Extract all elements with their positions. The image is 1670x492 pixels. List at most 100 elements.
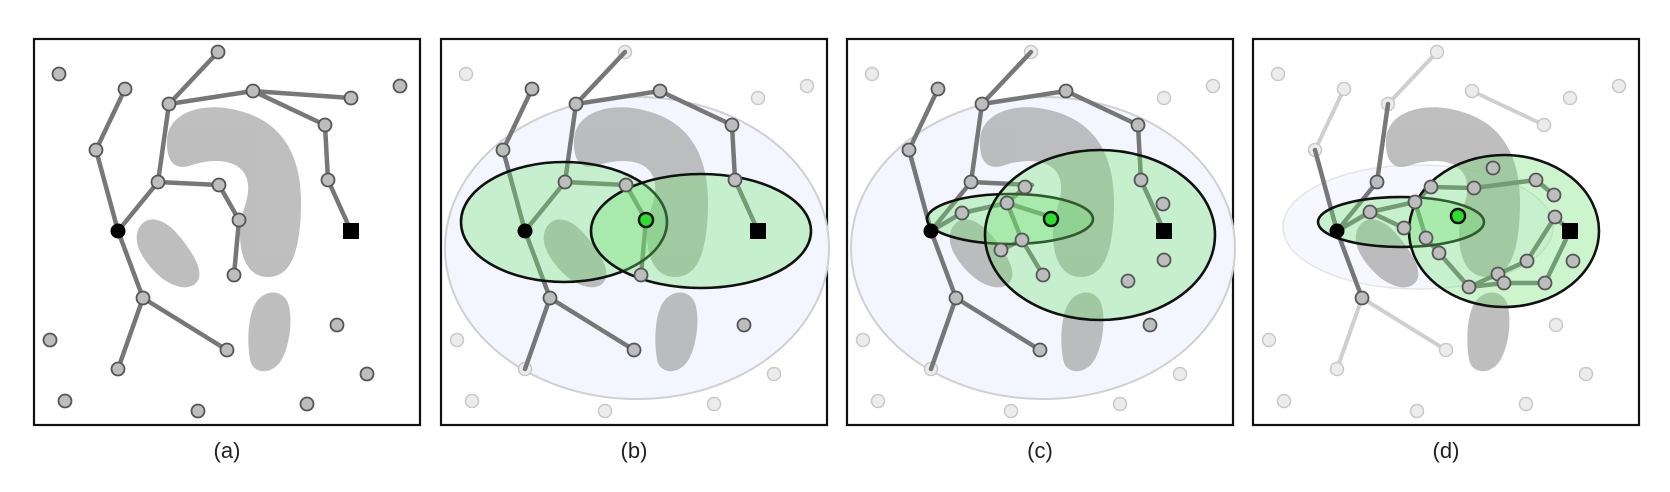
start-node-icon bbox=[517, 223, 533, 239]
node bbox=[150, 174, 166, 190]
node bbox=[1354, 290, 1370, 306]
node bbox=[245, 83, 261, 99]
node bbox=[999, 195, 1015, 211]
node bbox=[1565, 253, 1581, 269]
node bbox=[51, 66, 67, 82]
node bbox=[161, 96, 177, 112]
node bbox=[1362, 204, 1378, 220]
roadmap-nodes bbox=[901, 81, 1172, 358]
node bbox=[870, 393, 886, 409]
start-node-icon bbox=[923, 223, 939, 239]
node bbox=[1205, 78, 1221, 94]
node bbox=[727, 172, 743, 188]
node bbox=[1528, 172, 1544, 188]
node bbox=[1156, 90, 1172, 106]
node bbox=[1133, 172, 1149, 188]
node bbox=[458, 66, 474, 82]
node bbox=[1537, 275, 1553, 291]
node bbox=[864, 66, 880, 82]
node bbox=[1546, 187, 1562, 203]
node bbox=[1270, 66, 1286, 82]
node bbox=[317, 117, 333, 133]
roadmap-edges bbox=[500, 49, 761, 372]
node bbox=[1418, 230, 1434, 246]
roadmap-nodes bbox=[1354, 160, 1581, 306]
node bbox=[1156, 252, 1172, 268]
node bbox=[1518, 396, 1534, 412]
node bbox=[1155, 196, 1171, 212]
subproblem-ellipse-start bbox=[459, 160, 669, 284]
node bbox=[299, 396, 315, 412]
node bbox=[1017, 179, 1033, 195]
roadmap-nodes bbox=[495, 81, 752, 358]
node bbox=[1409, 403, 1425, 419]
node bbox=[1032, 342, 1048, 358]
node bbox=[568, 96, 584, 112]
node bbox=[724, 117, 740, 133]
panel-a bbox=[32, 37, 422, 427]
node bbox=[542, 290, 558, 306]
goal-node-icon bbox=[343, 223, 359, 239]
start-node-icon bbox=[1329, 223, 1345, 239]
node bbox=[1396, 220, 1412, 236]
roadmap-nodes bbox=[42, 44, 408, 419]
caption-a: (a) bbox=[214, 438, 241, 463]
caption-b: (b) bbox=[621, 438, 648, 463]
pale-nodes bbox=[449, 44, 815, 419]
goal-node-icon bbox=[750, 223, 766, 239]
goal-node-icon bbox=[1562, 223, 1578, 239]
pale-edges bbox=[1313, 50, 1546, 371]
node bbox=[343, 90, 359, 106]
node bbox=[1611, 78, 1627, 94]
node bbox=[1431, 245, 1447, 261]
node bbox=[750, 90, 766, 106]
node bbox=[1336, 81, 1352, 97]
subproblem-ellipse-start bbox=[925, 192, 1095, 246]
node bbox=[1438, 342, 1454, 358]
node bbox=[948, 290, 964, 306]
panel-b bbox=[439, 37, 830, 427]
node bbox=[1429, 44, 1445, 60]
node bbox=[557, 174, 573, 190]
midpoint-icon bbox=[1449, 207, 1467, 225]
caption-c: (c) bbox=[1027, 438, 1053, 463]
midpoint-icon bbox=[1042, 210, 1060, 228]
node bbox=[1058, 83, 1074, 99]
panel-d bbox=[1251, 37, 1641, 427]
node bbox=[1496, 275, 1512, 291]
node bbox=[495, 142, 511, 158]
node bbox=[1461, 279, 1477, 295]
node bbox=[993, 242, 1009, 258]
node bbox=[1407, 194, 1423, 210]
subproblem-ellipse-goal bbox=[589, 172, 813, 290]
goal-node-icon bbox=[1156, 223, 1172, 239]
node bbox=[1120, 273, 1136, 289]
node bbox=[210, 44, 226, 60]
node bbox=[1130, 117, 1146, 133]
node bbox=[88, 142, 104, 158]
node bbox=[1547, 209, 1563, 225]
node bbox=[449, 332, 465, 348]
roadmap-edges bbox=[93, 49, 354, 372]
node bbox=[1578, 366, 1594, 382]
node bbox=[954, 205, 970, 221]
node bbox=[1485, 160, 1501, 176]
node bbox=[618, 177, 634, 193]
node bbox=[1466, 180, 1482, 196]
node bbox=[329, 317, 345, 333]
node bbox=[211, 177, 227, 193]
node bbox=[766, 366, 782, 382]
node bbox=[1548, 317, 1564, 333]
node bbox=[1519, 253, 1535, 269]
node bbox=[42, 332, 58, 348]
node bbox=[1536, 117, 1552, 133]
node bbox=[736, 317, 752, 333]
node bbox=[231, 212, 247, 228]
node bbox=[359, 366, 375, 382]
node bbox=[1261, 332, 1277, 348]
node bbox=[930, 81, 946, 97]
node bbox=[392, 78, 408, 94]
node bbox=[1562, 90, 1578, 106]
node bbox=[974, 96, 990, 112]
